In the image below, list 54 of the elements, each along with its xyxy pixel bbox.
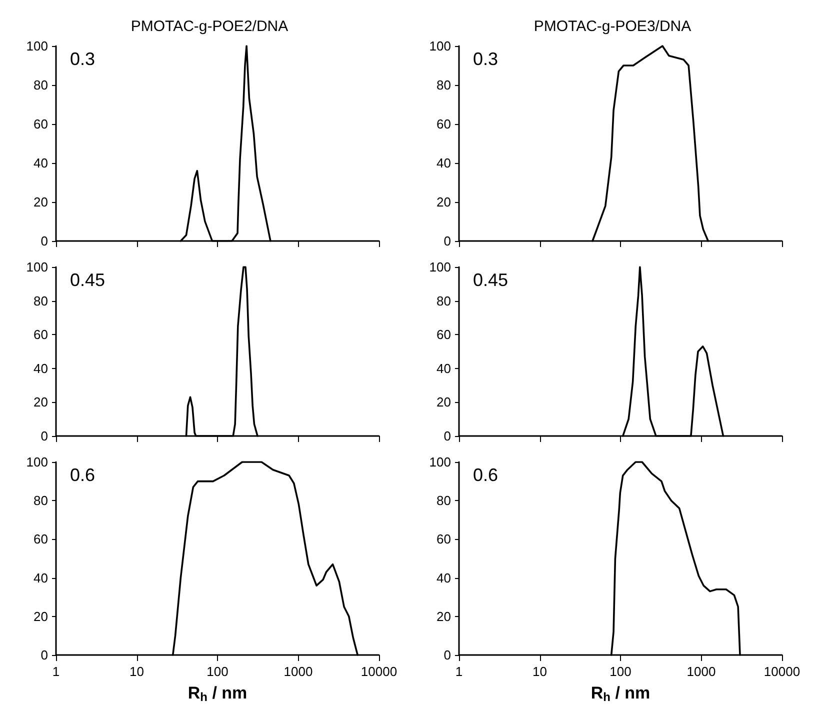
- y-tick-label: 0: [444, 648, 451, 662]
- x-tick-label: 1: [52, 664, 60, 679]
- y-tick-label: 100: [429, 38, 451, 54]
- y-tick-label: 60: [436, 116, 451, 132]
- y-tick-label: 100: [26, 260, 48, 274]
- y-tick-label: 100: [429, 454, 451, 470]
- x-tick-label: 100: [610, 664, 632, 679]
- x-tick-label: 10: [532, 664, 547, 679]
- y-tick-label: 20: [436, 394, 451, 410]
- y-tick-label: 80: [34, 78, 48, 92]
- annotation: 0.45: [473, 270, 508, 290]
- y-tick-label: 40: [436, 156, 451, 170]
- x-tick-label: 10: [130, 664, 144, 679]
- y-tick-label: 20: [34, 194, 48, 210]
- y-tick-label: 80: [436, 293, 451, 308]
- y-tick-label: 80: [436, 493, 451, 508]
- y-tick-label: 0: [444, 428, 451, 444]
- y-tick-label: 40: [34, 360, 48, 376]
- y-tick-label: 80: [436, 78, 451, 92]
- annotation: 0.45: [70, 270, 106, 290]
- y-tick-label: 0: [40, 234, 48, 248]
- y-tick-label: 20: [34, 608, 48, 624]
- y-tick-label: 80: [34, 493, 48, 508]
- y-tick-label: 60: [436, 327, 451, 342]
- y-tick-label: 60: [436, 532, 451, 547]
- y-tick-label: 20: [34, 394, 48, 410]
- annotation: 0.6: [473, 465, 498, 485]
- x-tick-label: 1000: [686, 664, 716, 679]
- x-tick-label: 1000: [284, 664, 313, 679]
- y-tick-label: 0: [40, 428, 48, 444]
- y-tick-label: 100: [429, 260, 451, 274]
- y-tick-label: 40: [436, 570, 451, 586]
- x-tick-label: 10000: [360, 664, 398, 679]
- y-tick-label: 80: [34, 293, 48, 308]
- y-tick-label: 0: [444, 234, 451, 248]
- annotation: 0.3: [70, 49, 96, 69]
- y-tick-label: 20: [436, 608, 451, 624]
- chart-title: PMOTAC-g-POE2/DNA: [130, 18, 288, 35]
- y-tick-label: 60: [34, 116, 48, 132]
- y-tick-label: 60: [34, 532, 48, 547]
- y-tick-label: 20: [436, 194, 451, 210]
- y-tick-label: 60: [34, 327, 48, 342]
- y-tick-label: 0: [40, 648, 48, 662]
- chart-title: PMOTAC-g-POE3/DNA: [534, 18, 692, 35]
- x-tick-label: 10000: [764, 664, 800, 679]
- y-tick-label: 40: [34, 156, 48, 170]
- y-tick-label: 40: [34, 570, 48, 586]
- x-tick-label: 100: [206, 664, 228, 679]
- y-tick-label: 40: [436, 360, 451, 376]
- annotation: 0.6: [70, 465, 96, 485]
- x-tick-label: 1: [455, 664, 463, 679]
- annotation: 0.3: [473, 49, 498, 69]
- y-tick-label: 100: [26, 454, 48, 470]
- y-tick-label: 100: [26, 38, 48, 54]
